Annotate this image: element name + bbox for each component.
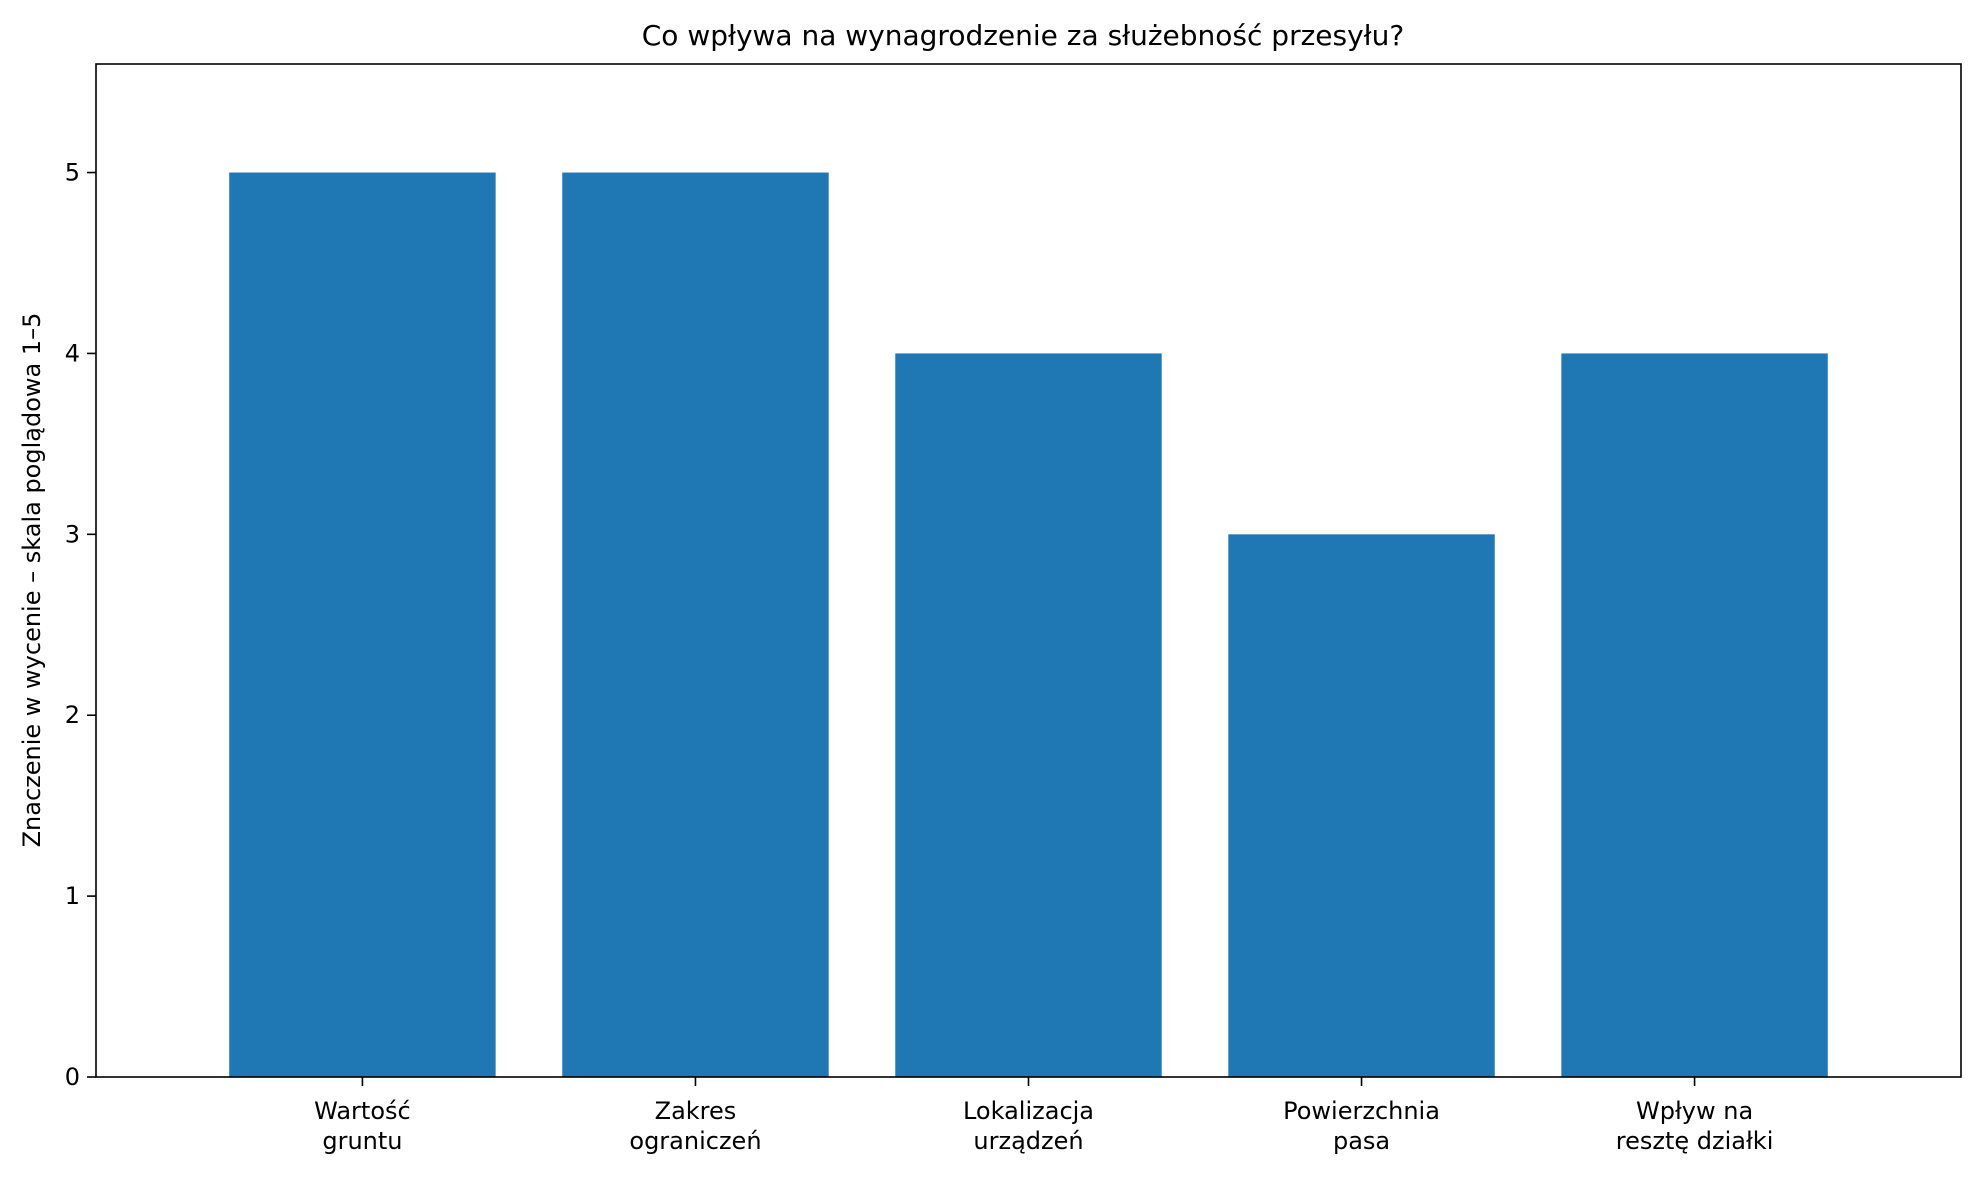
plot-frame: [95, 63, 1962, 1078]
x-tick-label: Wpływ na resztę działki: [1616, 1097, 1774, 1155]
x-tick-label: Wartość gruntu: [314, 1097, 411, 1155]
y-tick-label: 1: [65, 882, 80, 910]
x-tick-label: Zakres ograniczeń: [629, 1097, 761, 1155]
y-tick-label: 0: [65, 1063, 80, 1091]
x-tick-label: Powierzchnia pasa: [1283, 1097, 1440, 1155]
x-tick-label-line: Wpływ na: [1636, 1097, 1753, 1125]
x-tick-label-line: Lokalizacja: [963, 1097, 1094, 1125]
x-tick-label-line: gruntu: [322, 1127, 402, 1155]
y-tick-label: 3: [65, 520, 80, 548]
x-tick-label-line: Zakres: [655, 1097, 737, 1125]
x-tick-label-line: pasa: [1333, 1127, 1390, 1155]
x-tick-label-line: urządzeń: [973, 1127, 1083, 1155]
plot-area: 0 1 2 3 4 5 Wartość gruntu Zakres ograniczeń Lokal…: [65, 63, 1962, 1155]
chart-title: Co wpływa na wynagrodzenie za służebność…: [642, 19, 1405, 52]
x-tick-label-line: Powierzchnia: [1283, 1097, 1440, 1125]
bar: [562, 172, 829, 1078]
bar: [1561, 353, 1828, 1077]
bar: [1228, 534, 1495, 1077]
y-axis-label: Znaczenie w wycenie – skala poglądowa 1–…: [18, 313, 46, 848]
x-tick-label-line: ograniczeń: [629, 1127, 761, 1155]
x-tick-label-line: resztę działki: [1616, 1127, 1774, 1155]
y-tick-label: 4: [65, 339, 80, 367]
y-tick-label: 2: [65, 701, 80, 729]
x-tick-label-line: Wartość: [314, 1097, 411, 1125]
x-tick-label: Lokalizacja urządzeń: [963, 1097, 1094, 1155]
bar: [895, 353, 1162, 1077]
bar: [229, 172, 496, 1078]
y-tick-label: 5: [65, 159, 80, 187]
